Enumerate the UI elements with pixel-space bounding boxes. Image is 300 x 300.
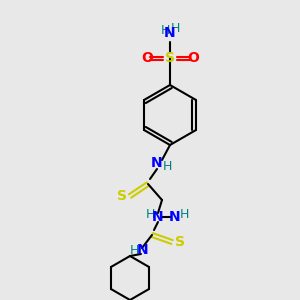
Text: S: S bbox=[117, 189, 127, 203]
Text: H: H bbox=[170, 22, 180, 34]
Text: S: S bbox=[165, 51, 175, 65]
Text: O: O bbox=[141, 51, 153, 65]
Text: O: O bbox=[187, 51, 199, 65]
Text: H: H bbox=[145, 208, 155, 221]
Text: N: N bbox=[164, 26, 176, 40]
Text: N: N bbox=[152, 210, 164, 224]
Text: N: N bbox=[169, 210, 181, 224]
Text: H: H bbox=[179, 208, 189, 221]
Text: N: N bbox=[137, 243, 149, 257]
Text: S: S bbox=[175, 235, 185, 249]
Text: H: H bbox=[129, 244, 139, 256]
Text: H: H bbox=[160, 23, 170, 37]
Text: N: N bbox=[151, 156, 163, 170]
Text: H: H bbox=[162, 160, 172, 173]
